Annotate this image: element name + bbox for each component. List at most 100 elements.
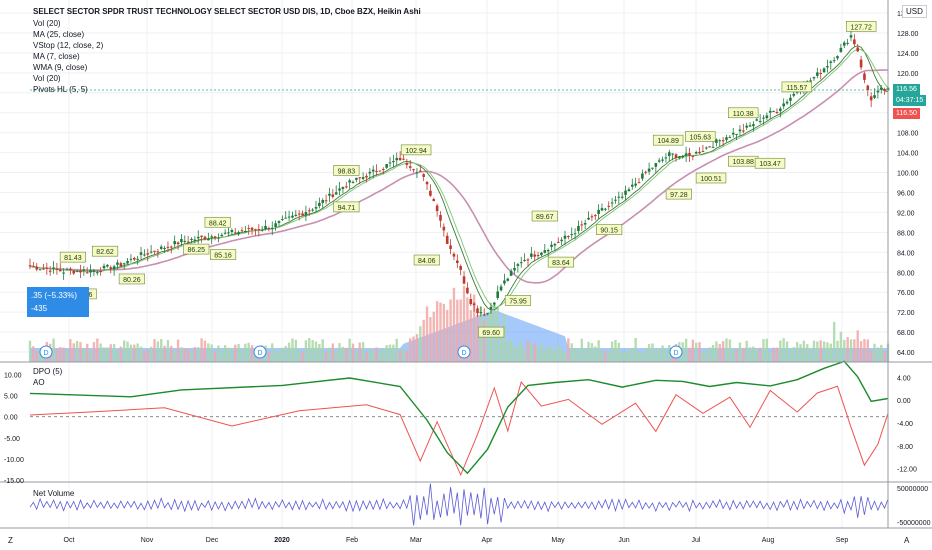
auto-scale-toggle[interactable]: A xyxy=(904,536,910,545)
timezone-toggle[interactable]: Z xyxy=(8,536,13,545)
candle-body xyxy=(711,146,715,148)
candle-body xyxy=(449,245,452,250)
volume-bar xyxy=(274,350,277,362)
indicator-vstop-label[interactable]: VStop (12, close, 2) xyxy=(33,41,104,50)
candle-body xyxy=(38,269,42,271)
candle-body xyxy=(102,265,106,269)
volume-bar xyxy=(250,345,254,362)
pivot-label-box xyxy=(92,245,119,257)
volume-bar xyxy=(462,285,466,362)
candle-body xyxy=(721,140,725,142)
candle-body xyxy=(287,216,291,218)
volume-bar xyxy=(183,348,186,362)
volume-bar xyxy=(560,348,563,362)
candle-body xyxy=(617,196,621,198)
candle-body xyxy=(752,124,755,127)
volume-bar xyxy=(419,326,422,362)
volume-bar xyxy=(631,347,634,362)
pivot-label: 94.71 xyxy=(338,205,356,212)
candle-body xyxy=(321,200,325,203)
indicator-vol2-label[interactable]: Vol (20) xyxy=(33,74,61,83)
indicator-ma7-label[interactable]: MA (7, close) xyxy=(33,52,80,61)
volume-bar xyxy=(658,348,661,362)
candle-body xyxy=(156,251,160,253)
candle-body xyxy=(731,132,735,135)
volume-bar xyxy=(826,342,829,362)
net-volume-tick-label: 50000000 xyxy=(897,486,928,493)
volume-bar xyxy=(321,339,324,362)
volume-bar xyxy=(627,349,631,362)
candle-body xyxy=(452,253,456,257)
volume-bar xyxy=(385,345,388,362)
volume-bar xyxy=(382,348,385,362)
candle-body xyxy=(506,278,510,281)
currency-button[interactable]: USD xyxy=(902,5,927,18)
pivot-label: 97.28 xyxy=(670,192,688,199)
candle-body xyxy=(240,230,244,232)
candle-body xyxy=(701,150,705,152)
candle-body xyxy=(523,259,526,261)
price-tick-label: 88.00 xyxy=(897,230,915,237)
candle-body xyxy=(842,42,846,46)
volume-bar xyxy=(526,340,530,362)
pivot-label: 82.62 xyxy=(96,249,114,256)
volume-bar xyxy=(843,339,846,362)
candle-body xyxy=(281,218,284,220)
volume-bar xyxy=(55,348,59,362)
candle-body xyxy=(705,147,708,149)
ao-label[interactable]: AO xyxy=(33,378,45,387)
volume-bar xyxy=(755,348,758,362)
net-volume-label[interactable]: Net Volume xyxy=(33,489,75,498)
candle-body xyxy=(496,291,499,298)
volume-bar xyxy=(69,339,72,362)
volume-bar xyxy=(304,340,308,362)
dpo-label[interactable]: DPO (5) xyxy=(33,367,63,376)
pivot-label-box xyxy=(333,201,360,213)
volume-bar xyxy=(506,342,509,362)
candle-body xyxy=(536,255,540,257)
indicator-vol-label[interactable]: Vol (20) xyxy=(33,19,61,28)
indicator-wma-label[interactable]: WMA (9, close) xyxy=(33,63,88,72)
volume-bar xyxy=(375,347,378,362)
volume-bar xyxy=(237,344,240,362)
candle-body xyxy=(365,175,368,178)
volume-bar xyxy=(79,342,82,362)
indicator-ma25-label[interactable]: MA (25, close) xyxy=(33,30,85,39)
volume-bar xyxy=(32,346,35,362)
volume-bar xyxy=(715,341,718,362)
volume-bar xyxy=(227,347,230,362)
volume-bar xyxy=(170,345,173,362)
candle-body xyxy=(610,202,614,204)
candle-body xyxy=(143,254,146,256)
volume-bar xyxy=(732,348,735,362)
candle-body xyxy=(667,152,671,157)
time-tick-label: Feb xyxy=(346,537,358,544)
volume-bar xyxy=(415,334,419,362)
candle-body xyxy=(513,267,516,271)
volume-bar xyxy=(795,342,799,362)
volume-bar xyxy=(345,347,348,362)
candle-body xyxy=(254,229,257,231)
pivot-label: 104.89 xyxy=(657,138,679,145)
price-tick-label: 96.00 xyxy=(897,190,915,197)
volume-bar xyxy=(186,348,190,362)
indicator-pivots-label[interactable]: Pivots HL (5, 5) xyxy=(33,85,88,94)
volume-bar xyxy=(166,339,170,362)
candle-body xyxy=(65,269,69,271)
dividend-marker-label: D xyxy=(43,350,48,357)
candle-body xyxy=(509,270,513,276)
countdown-badge: 04:37:15 xyxy=(893,95,927,106)
volume-bar xyxy=(748,347,752,362)
candle-body xyxy=(718,140,722,142)
volume-bar xyxy=(789,349,792,362)
candle-body xyxy=(344,186,348,188)
candle-body xyxy=(297,213,301,215)
candle-body xyxy=(307,210,311,212)
time-tick-label: 2020 xyxy=(274,537,290,544)
candle-body xyxy=(412,169,415,171)
price-pane: 81.4377.2682.6280.2688.4286.2585.1698.83… xyxy=(28,21,890,362)
volume-bar xyxy=(812,340,816,362)
candle-body xyxy=(839,47,843,52)
candle-body xyxy=(879,87,883,90)
